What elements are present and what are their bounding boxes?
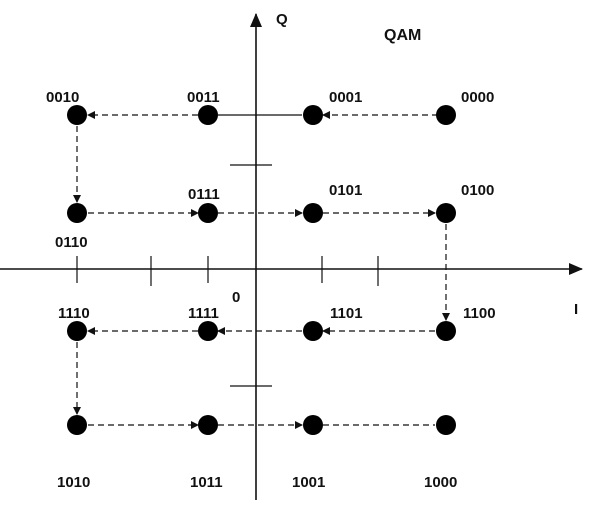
- point-0000: [436, 105, 456, 125]
- point-1001: [303, 415, 323, 435]
- point-1111: [198, 321, 218, 341]
- point-0110: [67, 203, 87, 223]
- q-axis-label: Q: [276, 11, 288, 28]
- point-label: 1001: [292, 474, 325, 491]
- point-1011: [198, 415, 218, 435]
- point-0100: [436, 203, 456, 223]
- point-label: 0111: [188, 186, 220, 203]
- point-0101: [303, 203, 323, 223]
- point-1010: [67, 415, 87, 435]
- point-label: 1000: [424, 474, 457, 491]
- point-0011: [198, 105, 218, 125]
- point-label: 0000: [461, 89, 494, 106]
- point-label: 0001: [329, 89, 362, 106]
- point-1100: [436, 321, 456, 341]
- point-0111: [198, 203, 218, 223]
- point-label: 0100: [461, 182, 494, 199]
- point-0010: [67, 105, 87, 125]
- point-label: 1011: [190, 474, 223, 491]
- point-label: 1100: [463, 305, 496, 322]
- point-1000: [436, 415, 456, 435]
- origin-label: 0: [232, 289, 240, 306]
- point-label: 0010: [46, 89, 79, 106]
- point-label: 1111: [188, 305, 219, 322]
- point-1110: [67, 321, 87, 341]
- point-label: 1101: [330, 305, 363, 322]
- point-label: 0101: [329, 182, 362, 199]
- diagram-title: QAM: [384, 27, 421, 44]
- point-label: 0110: [55, 234, 88, 251]
- point-label: 1010: [57, 474, 90, 491]
- i-axis-label: I: [574, 301, 578, 318]
- point-1101: [303, 321, 323, 341]
- point-label: 1110: [58, 305, 90, 322]
- point-label: 0011: [187, 89, 220, 106]
- point-0001: [303, 105, 323, 125]
